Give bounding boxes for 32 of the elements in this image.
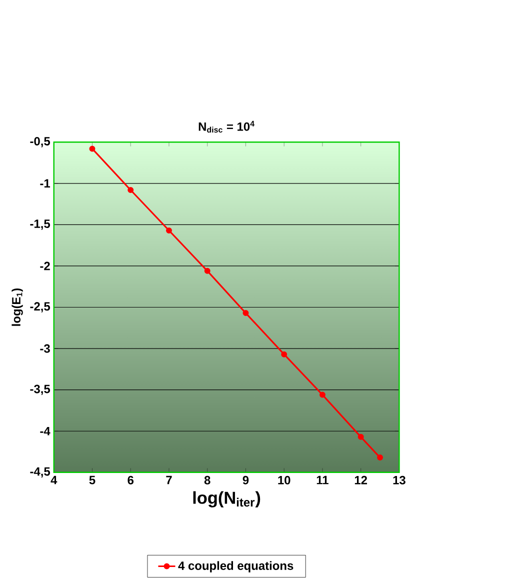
point xyxy=(89,146,96,152)
y-tick-label: -4 xyxy=(40,427,50,436)
point xyxy=(376,454,383,461)
point xyxy=(319,392,326,398)
y-tick-label: -4,5 xyxy=(30,467,50,478)
x-tick-label: 5 xyxy=(89,476,96,484)
y-tick-label: -2,5 xyxy=(30,302,50,312)
y-tick-label: -2 xyxy=(40,262,50,270)
y-tick-label: -0,5 xyxy=(30,137,50,148)
y-axis-title: log(E$_{1}$) xyxy=(12,288,23,326)
point xyxy=(280,351,287,358)
x-tick-label: 4 xyxy=(50,476,57,484)
point xyxy=(127,187,134,193)
x-tick-label: 12 xyxy=(354,476,367,484)
x-tick-label: 8 xyxy=(204,476,210,484)
y-tick-label: -3 xyxy=(40,344,50,353)
x-tick-label: 13 xyxy=(393,476,406,484)
y-tick-label: -1 xyxy=(40,179,50,188)
chart-title: N$_{disc}$ = 10$^{4}$ xyxy=(198,120,254,133)
x-tick-label: 7 xyxy=(166,476,172,484)
x-tick-label: 10 xyxy=(278,476,290,484)
x-tick-label: 11 xyxy=(316,476,328,484)
x-tick-label: 6 xyxy=(128,476,134,484)
y-tick-label: -1,5 xyxy=(30,220,50,230)
point xyxy=(204,268,210,274)
point xyxy=(242,310,249,316)
x-tick-label: 9 xyxy=(242,476,248,484)
x-axis-title: log(N$_{iter}$) xyxy=(193,491,260,508)
point xyxy=(358,434,364,440)
legend-label: 4 coupled equations xyxy=(178,561,293,572)
point xyxy=(166,227,172,234)
y-tick-label: -3,5 xyxy=(30,384,50,395)
